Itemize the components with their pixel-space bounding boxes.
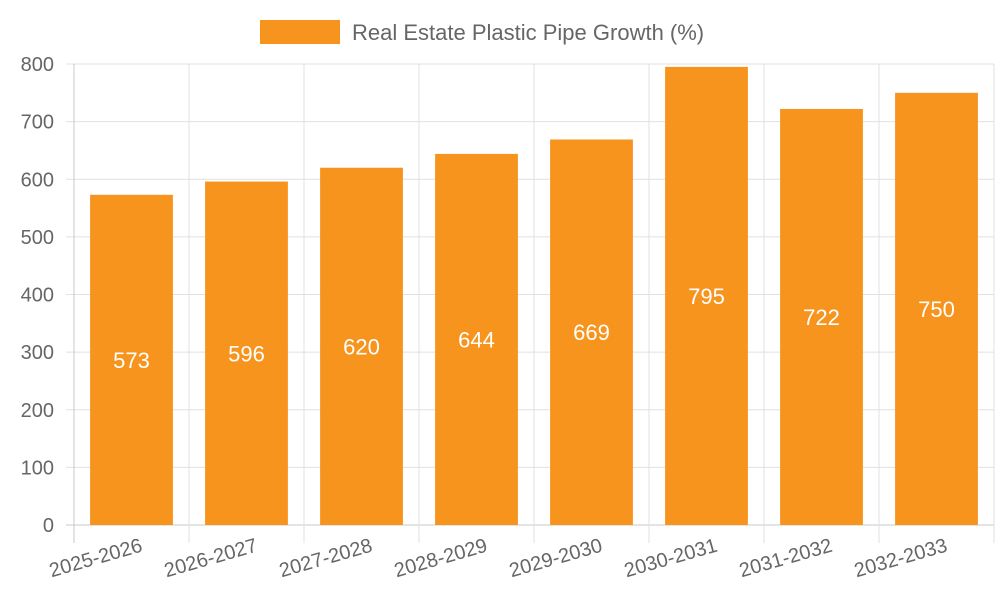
bar[interactable] <box>895 92 978 525</box>
bar[interactable] <box>205 181 288 525</box>
x-tick-label: 2030-2031 <box>622 535 720 583</box>
x-tick-label: 2029-2030 <box>507 535 605 583</box>
y-tick-label: 200 <box>21 400 54 422</box>
data-label: 722 <box>803 305 840 330</box>
bar[interactable] <box>435 153 518 525</box>
data-label: 620 <box>343 334 380 359</box>
legend-swatch <box>260 20 340 44</box>
y-tick-label: 300 <box>21 342 54 364</box>
x-tick-label: 2025-2026 <box>47 535 145 583</box>
x-tick-label: 2028-2029 <box>392 535 490 583</box>
data-label: 795 <box>688 284 725 309</box>
y-tick-label: 700 <box>21 112 54 134</box>
x-tick-label: 2027-2028 <box>277 535 375 583</box>
data-label: 750 <box>918 297 955 322</box>
y-tick-label: 400 <box>21 285 54 307</box>
legend[interactable]: Real Estate Plastic Pipe Growth (%) <box>260 20 704 45</box>
bar[interactable] <box>665 66 748 525</box>
y-tick-label: 600 <box>21 169 54 191</box>
x-tick-label: 2032-2033 <box>852 535 950 583</box>
data-label: 669 <box>573 320 610 345</box>
y-tick-label: 100 <box>21 457 54 479</box>
bar[interactable] <box>780 108 863 525</box>
bar-layer: 573 596 620 644 669 795 722 750 <box>90 66 978 525</box>
y-tick-label: 0 <box>43 515 54 537</box>
legend-label: Real Estate Plastic Pipe Growth (%) <box>352 20 704 45</box>
bar[interactable] <box>320 167 403 525</box>
data-label: 644 <box>458 327 495 352</box>
bar[interactable] <box>550 139 633 525</box>
x-tick-label: 2026-2027 <box>162 535 260 583</box>
bar[interactable] <box>90 194 173 525</box>
data-label: 573 <box>113 348 150 373</box>
data-label: 596 <box>228 341 265 366</box>
y-tick-label: 500 <box>21 227 54 249</box>
y-tick-label: 800 <box>21 54 54 76</box>
x-tick-label: 2031-2032 <box>737 535 835 583</box>
